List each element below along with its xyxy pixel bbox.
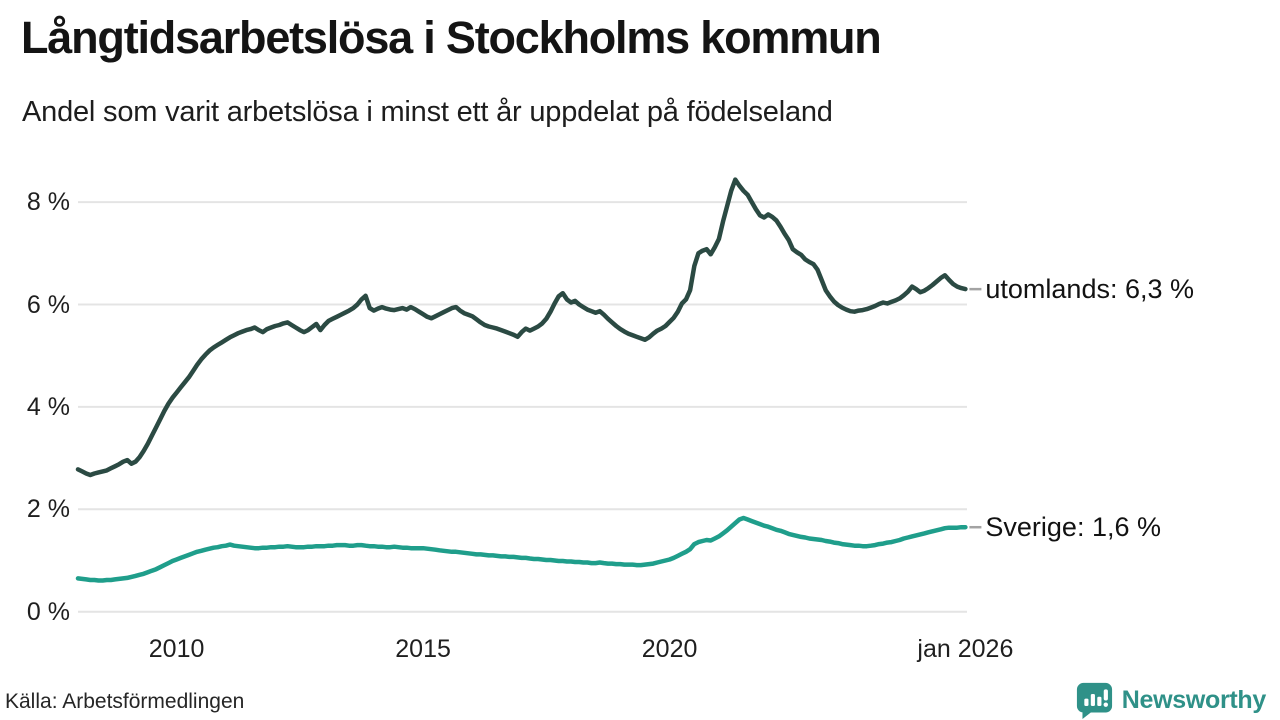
y-axis-label-6: 6 % [26, 290, 70, 319]
chart-subtitle: Andel som varit arbetslösa i minst ett å… [22, 96, 833, 128]
y-axis-label-0: 0 % [26, 597, 70, 626]
y-axis-label-2: 2 % [26, 495, 70, 524]
legend-label-sverige: Sverige: 1,6 % [985, 512, 1161, 543]
x-axis-label-jan-2026: jan 2026 [917, 635, 1014, 663]
x-axis-label-2015: 2015 [395, 635, 451, 663]
y-axis-label-8: 8 % [26, 188, 70, 217]
series-line-sverige [75, 515, 968, 583]
source-note: Källa: Arbetsförmedlingen [5, 690, 245, 713]
speech-bubble-bar-chart-icon [1076, 682, 1112, 719]
x-axis-label-2010: 2010 [148, 635, 205, 663]
x-axis-label-2020: 2020 [641, 635, 698, 663]
legend-label-utomlands: utomlands: 6,3 % [985, 274, 1195, 305]
chart-title: Långtidsarbetslösa i Stockholms kommun [21, 12, 882, 63]
newsworthy-logo[interactable]: Newsworthy [1076, 682, 1266, 719]
newsworthy-wordmark: Newsworthy [1121, 686, 1267, 714]
series-line-utomlands [75, 177, 968, 478]
y-axis-label-4: 4 % [26, 392, 70, 421]
